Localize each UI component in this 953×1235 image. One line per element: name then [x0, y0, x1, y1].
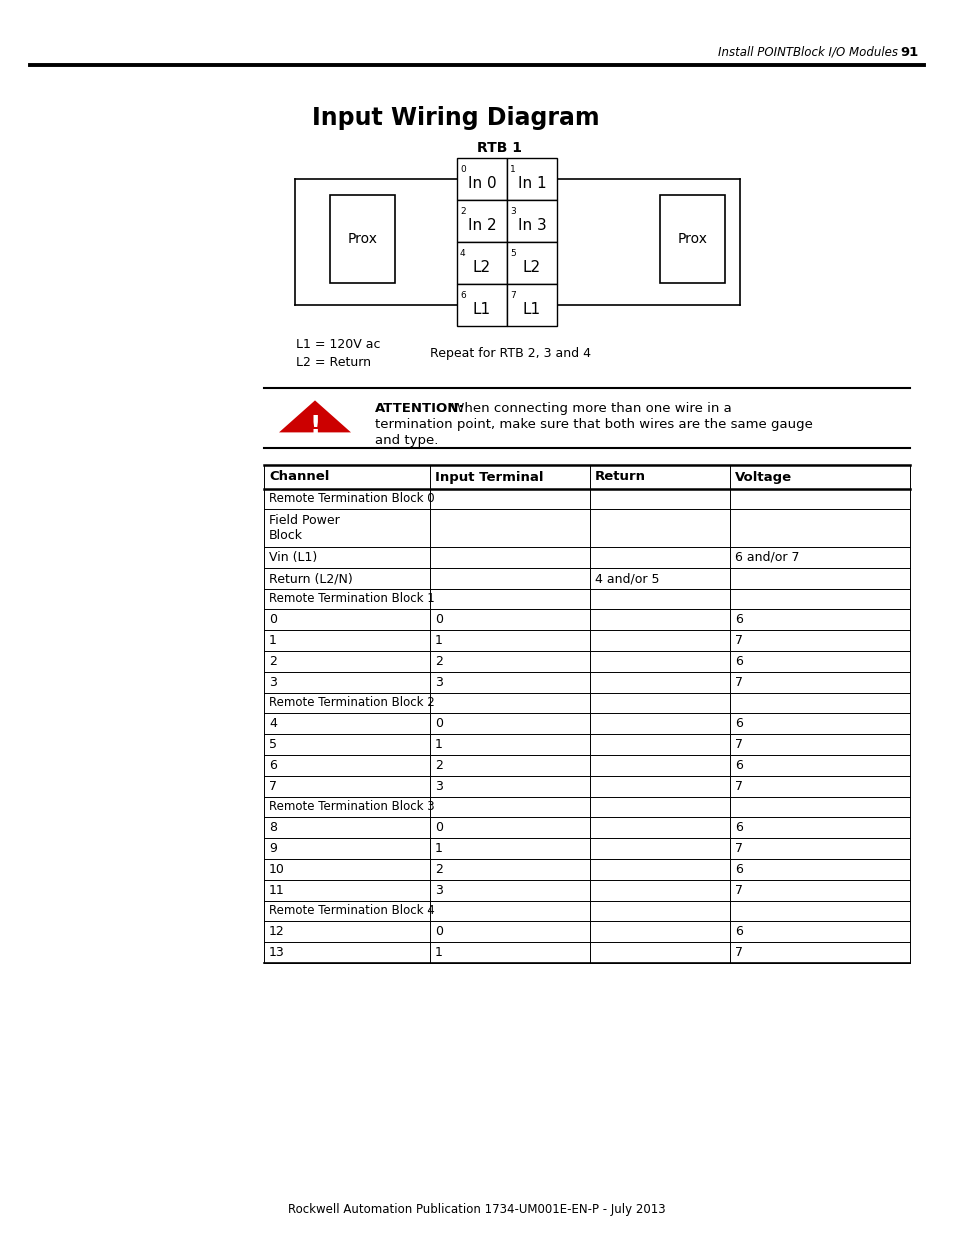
Text: Remote Termination Block 1: Remote Termination Block 1 — [269, 593, 435, 605]
Text: L2 = Return: L2 = Return — [295, 356, 371, 368]
Text: 7: 7 — [734, 739, 742, 751]
Text: In 2: In 2 — [467, 219, 496, 233]
Text: 3: 3 — [435, 781, 442, 793]
Text: 12: 12 — [269, 925, 284, 939]
Text: In 0: In 0 — [467, 177, 496, 191]
Text: 7: 7 — [734, 946, 742, 960]
Bar — [330, 195, 395, 283]
Text: 5: 5 — [269, 739, 276, 751]
Bar — [659, 195, 724, 283]
Text: 7: 7 — [269, 781, 276, 793]
Text: In 3: In 3 — [517, 219, 546, 233]
Text: 3: 3 — [269, 676, 276, 689]
Text: 8: 8 — [269, 821, 276, 834]
Text: 4: 4 — [459, 249, 465, 258]
Text: Remote Termination Block 3: Remote Termination Block 3 — [269, 800, 435, 814]
Bar — [506, 158, 557, 200]
Text: 0: 0 — [269, 613, 276, 626]
Text: 7: 7 — [734, 676, 742, 689]
Text: Channel: Channel — [269, 471, 329, 483]
Text: 6 and/or 7: 6 and/or 7 — [734, 551, 799, 564]
Text: In 1: In 1 — [517, 177, 546, 191]
Text: 5: 5 — [510, 249, 516, 258]
Text: L2: L2 — [473, 261, 491, 275]
Text: Rockwell Automation Publication 1734-UM001E-EN-P - July 2013: Rockwell Automation Publication 1734-UM0… — [288, 1203, 665, 1216]
Text: RTB 1: RTB 1 — [477, 141, 522, 156]
Polygon shape — [278, 400, 351, 432]
Text: 7: 7 — [510, 291, 516, 300]
Text: 1: 1 — [435, 739, 442, 751]
Text: 0: 0 — [459, 165, 465, 174]
Bar — [506, 200, 557, 242]
Text: 6: 6 — [734, 821, 742, 834]
Text: 3: 3 — [435, 884, 442, 897]
Text: Prox: Prox — [677, 232, 707, 246]
Text: 0: 0 — [435, 925, 442, 939]
Text: 6: 6 — [734, 613, 742, 626]
Text: 1: 1 — [510, 165, 516, 174]
Text: L1 = 120V ac: L1 = 120V ac — [295, 338, 380, 352]
Text: 0: 0 — [435, 613, 442, 626]
Text: 6: 6 — [734, 925, 742, 939]
Bar — [506, 284, 557, 326]
Text: termination point, make sure that both wires are the same gauge: termination point, make sure that both w… — [375, 417, 812, 431]
Text: 1: 1 — [435, 842, 442, 855]
Text: Remote Termination Block 4: Remote Termination Block 4 — [269, 904, 435, 918]
Text: 7: 7 — [734, 842, 742, 855]
Text: 6: 6 — [734, 760, 742, 772]
Text: L2: L2 — [522, 261, 540, 275]
Text: Voltage: Voltage — [734, 471, 791, 483]
Text: Field Power
Block: Field Power Block — [269, 514, 339, 542]
Text: 1: 1 — [269, 634, 276, 647]
Text: L1: L1 — [522, 303, 540, 317]
Text: 2: 2 — [435, 655, 442, 668]
Text: 7: 7 — [734, 781, 742, 793]
Bar — [456, 242, 506, 284]
Bar — [456, 158, 506, 200]
Text: Vin (L1): Vin (L1) — [269, 551, 317, 564]
Text: 1: 1 — [435, 634, 442, 647]
Bar — [456, 200, 506, 242]
Text: 2: 2 — [435, 760, 442, 772]
Text: 6: 6 — [734, 863, 742, 876]
Text: 13: 13 — [269, 946, 284, 960]
Text: 2: 2 — [269, 655, 276, 668]
Text: 0: 0 — [435, 718, 442, 730]
Text: 0: 0 — [435, 821, 442, 834]
Text: 2: 2 — [435, 863, 442, 876]
Bar — [456, 284, 506, 326]
Text: Return: Return — [595, 471, 645, 483]
Text: 9: 9 — [269, 842, 276, 855]
Text: When connecting more than one wire in a: When connecting more than one wire in a — [447, 403, 731, 415]
Text: Remote Termination Block 0: Remote Termination Block 0 — [269, 493, 435, 505]
Text: and type.: and type. — [375, 433, 438, 447]
Text: Return (L2/N): Return (L2/N) — [269, 572, 353, 585]
Text: ATTENTION:: ATTENTION: — [375, 403, 464, 415]
Text: 4 and/or 5: 4 and/or 5 — [595, 572, 659, 585]
Text: Input Terminal: Input Terminal — [435, 471, 543, 483]
Text: 7: 7 — [734, 634, 742, 647]
Text: 6: 6 — [459, 291, 465, 300]
Text: Repeat for RTB 2, 3 and 4: Repeat for RTB 2, 3 and 4 — [430, 347, 590, 359]
Text: 10: 10 — [269, 863, 285, 876]
Text: 7: 7 — [734, 884, 742, 897]
Text: Input Wiring Diagram: Input Wiring Diagram — [312, 106, 599, 130]
Text: !: ! — [309, 414, 320, 438]
Text: 11: 11 — [269, 884, 284, 897]
Text: 6: 6 — [734, 655, 742, 668]
Text: 6: 6 — [269, 760, 276, 772]
Text: 4: 4 — [269, 718, 276, 730]
Text: 91: 91 — [899, 46, 918, 58]
Text: 3: 3 — [510, 207, 516, 216]
Text: 6: 6 — [734, 718, 742, 730]
Text: Remote Termination Block 2: Remote Termination Block 2 — [269, 697, 435, 709]
Text: 1: 1 — [435, 946, 442, 960]
Text: 3: 3 — [435, 676, 442, 689]
Text: 2: 2 — [459, 207, 465, 216]
Text: Prox: Prox — [347, 232, 377, 246]
Text: L1: L1 — [473, 303, 491, 317]
Bar — [506, 242, 557, 284]
Text: Install POINTBlock I/O Modules: Install POINTBlock I/O Modules — [718, 46, 897, 58]
